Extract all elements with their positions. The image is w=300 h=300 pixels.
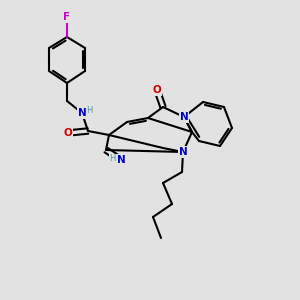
- Text: F: F: [63, 12, 70, 22]
- Text: H: H: [86, 106, 93, 115]
- Text: N: N: [178, 147, 188, 157]
- Text: N: N: [117, 155, 125, 165]
- Text: N: N: [180, 112, 188, 122]
- Text: O: O: [64, 128, 72, 138]
- Text: H: H: [110, 154, 116, 163]
- Text: N: N: [78, 108, 86, 118]
- Text: O: O: [153, 85, 161, 95]
